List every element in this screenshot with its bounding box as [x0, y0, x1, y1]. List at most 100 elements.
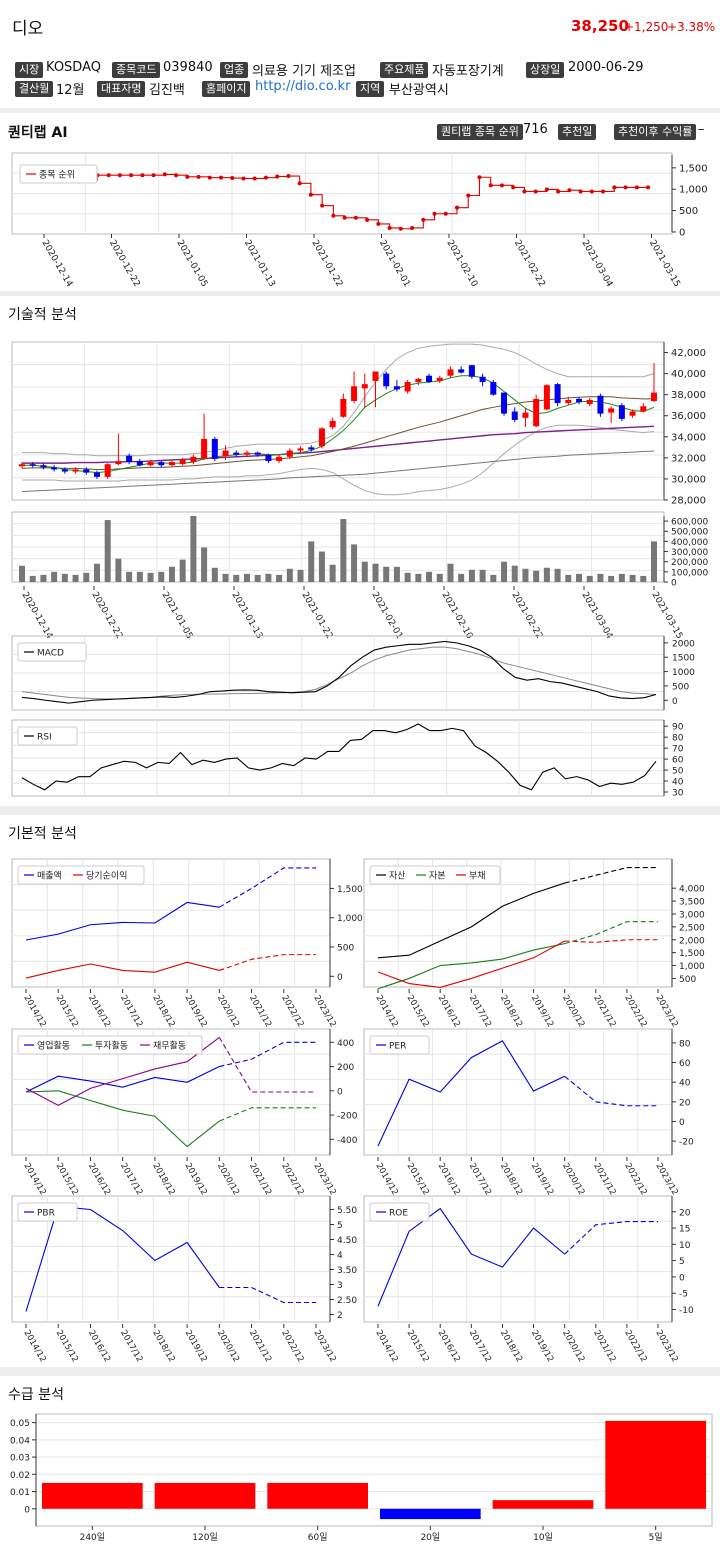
rank-point	[387, 225, 392, 230]
volume-bar	[233, 574, 240, 582]
fund-chart-6-xtick-label: 2023/12	[653, 1329, 679, 1365]
candle-body	[190, 456, 197, 463]
candle-body	[104, 464, 111, 477]
candle-body	[126, 455, 133, 463]
candle-body	[651, 392, 657, 401]
macd-ytick-label: 2000	[672, 639, 695, 649]
fund-chart-2-ytick-label: 1,500	[679, 949, 705, 959]
rank-point	[578, 189, 583, 194]
fund-chart-1-ytick-label: 1,500	[337, 885, 363, 895]
volume-bar	[286, 568, 293, 582]
fund-chart-3-line-actual	[25, 1090, 220, 1148]
technical-card: 기술적 분석 28,000 30,000 32,000 34,000 36,000 38,…	[0, 296, 720, 806]
candle-body	[318, 428, 325, 447]
price-ma120-line	[21, 450, 655, 493]
fund-chart-4-ytick-label: 0	[679, 1118, 685, 1128]
rank-chart-xtick-label: 2021-02-22	[512, 239, 547, 289]
volume-bar	[554, 568, 561, 582]
fund-chart-3-xtick-label: 2014/12	[21, 1162, 47, 1198]
rsi-ytick-label: 30	[672, 789, 684, 799]
volume-bar	[329, 564, 336, 582]
supply-xtick-label: 20일	[420, 1532, 440, 1543]
fund-chart-5-ytick-label: 2	[337, 1311, 343, 1321]
fund-chart-4-xtick-label: 2015/12	[405, 1162, 431, 1198]
rank-point	[454, 205, 459, 210]
fund-chart-1-xtick-label: 2015/12	[54, 994, 80, 1030]
macd-ytick-label: 0	[672, 697, 678, 707]
volume-bar	[522, 568, 529, 582]
fund-chart-2-xtick-label: 2017/12	[467, 994, 493, 1030]
industry-label: 업종	[220, 62, 249, 78]
rank-point	[443, 211, 448, 216]
fund-chart-2-xtick-label: 2016/12	[436, 994, 462, 1030]
supply-xtick-label: 10일	[533, 1532, 553, 1543]
fund-chart-6-legend-box	[369, 1202, 430, 1222]
fund-chart-4-xtick-label: 2021/12	[591, 1162, 617, 1198]
rank-point	[466, 193, 471, 198]
candle-body	[115, 461, 122, 465]
supply-card: 수급 분석 0 0.01 0.02 0.03 0.04 0.05 240일 120일 60일 20…	[0, 1376, 720, 1551]
rank-point	[207, 175, 212, 180]
candle-body	[211, 438, 218, 459]
industry-value: 의료용 기기 제조업	[252, 64, 356, 79]
candle-body	[404, 382, 411, 392]
rank-chart-xtick-label: 2021-02-10	[444, 239, 479, 290]
homepage-link[interactable]: http://dio.co.kr	[255, 79, 351, 94]
ceo-value: 김진백	[149, 83, 185, 98]
candle-body	[543, 385, 550, 410]
volume-bar	[404, 572, 411, 582]
fund-chart-6-ytick-label: 10	[679, 1241, 691, 1251]
rank-chart-xtick-label: 2020-12-22	[107, 239, 142, 289]
volume-chart-xtick-label: 2020-12-22	[89, 591, 124, 641]
volume-chart-xtick-label: 2021-02-10	[439, 591, 474, 642]
fund-chart-6-ytick-label: 15	[679, 1225, 690, 1235]
fund-chart-3-legend-label: 재무활동	[153, 1040, 186, 1052]
rank-line	[30, 173, 648, 230]
rank-point	[601, 189, 606, 194]
fund-chart-1-legend-label: 당기순이익	[86, 870, 127, 882]
candle-body	[522, 412, 529, 418]
rank-point	[522, 189, 527, 194]
supply-ytick-label: 0.04	[10, 1436, 30, 1446]
fund-chart-5-ytick-label: 4	[337, 1251, 343, 1261]
candle-body	[29, 464, 36, 466]
rank-point	[263, 175, 268, 180]
quantilab-title: 퀀티랩 AI	[8, 125, 68, 141]
fund-chart-1-line-actual	[25, 901, 220, 941]
rank-point	[342, 215, 347, 220]
rank-point	[623, 185, 628, 190]
rank-chart-xtick-label: 2021-01-05	[174, 239, 209, 289]
rank-chart-xtick-label: 2021-03-04	[579, 239, 614, 290]
code-label: 종목코드	[112, 62, 161, 78]
fund-chart-5-xtick-label: 2021/12	[247, 1329, 273, 1365]
fund-chart-3-ytick-label: -200	[337, 1112, 358, 1122]
candle-body	[361, 384, 368, 389]
fund-chart-1-xtick-label: 2018/12	[150, 994, 176, 1030]
candle-body	[222, 450, 229, 456]
volume-chart-ytick-label: 300,000	[671, 548, 708, 558]
fund-chart-1-xtick-label: 2019/12	[183, 994, 209, 1030]
candle-body	[201, 438, 208, 459]
fund-chart-2-ytick-label: 2,000	[679, 936, 705, 946]
supply-xtick-label: 5일	[649, 1532, 663, 1543]
volume-chart-xtick-label: 2021-03-15	[649, 591, 684, 641]
fund-chart-3-xtick-label: 2023/12	[311, 1162, 337, 1198]
stock-header-card: 디오 38,250 +1,250 +3.38% 시장 KOSDAQ 종목코드 0…	[0, 0, 720, 108]
fund-chart-2-xtick-label: 2019/12	[529, 994, 555, 1030]
volume-bar	[147, 572, 154, 582]
macd-ytick-label: 500	[672, 682, 689, 692]
supply-bar	[42, 1482, 143, 1509]
candle-body	[61, 469, 68, 472]
fund-chart-5-xtick-label: 2018/12	[150, 1329, 176, 1365]
region-label: 지역	[356, 81, 385, 97]
rank-chart-legend-label: 종목 순위	[39, 170, 75, 181]
fund-chart-3-ytick-label: 400	[337, 1039, 354, 1049]
rank-point	[634, 185, 639, 190]
rank-chart-ytick-label: 0	[679, 228, 685, 239]
fund-chart-6-xtick-label: 2022/12	[622, 1329, 648, 1365]
fund-chart-2-ytick-label: 1,000	[679, 962, 705, 972]
rec-return-value: –	[698, 122, 705, 137]
fund-chart-2-legend-box	[369, 865, 501, 885]
price-chart-ytick-label: 28,000	[671, 496, 706, 507]
volume-bar	[468, 569, 475, 582]
